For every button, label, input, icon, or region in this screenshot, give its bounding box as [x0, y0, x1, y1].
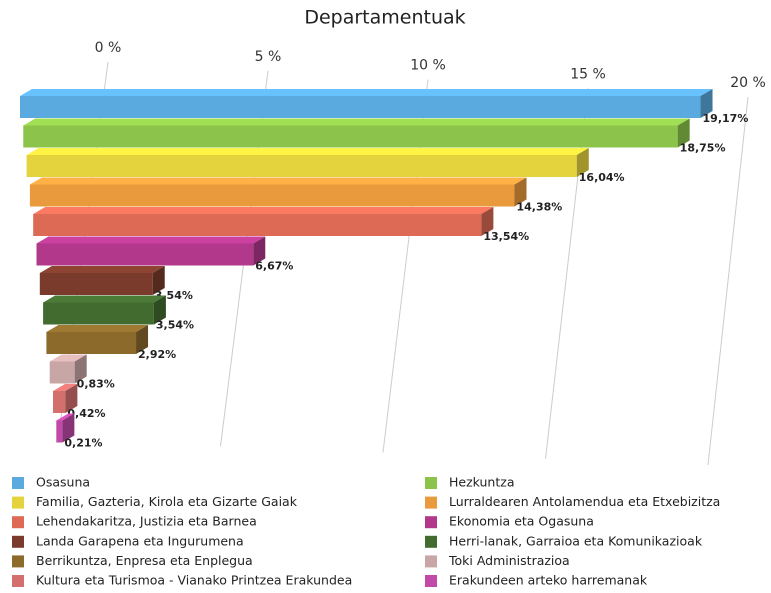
bar-face — [74, 354, 87, 384]
bar-face — [65, 384, 78, 413]
bar-face — [36, 236, 266, 244]
bar-face — [23, 125, 678, 148]
bar-face — [481, 207, 494, 236]
bar — [56, 413, 75, 443]
value-label: 3,54% — [156, 319, 194, 332]
bar-face — [20, 96, 701, 118]
legend-swatch — [425, 535, 437, 548]
bar — [43, 295, 166, 325]
bar-face — [152, 266, 165, 295]
bar-face — [46, 332, 137, 354]
bar-face — [253, 236, 266, 266]
bar-face — [49, 354, 87, 362]
legend-label: Landa Garapena eta Ingurumena — [36, 533, 244, 548]
value-label: 2,92% — [138, 348, 176, 361]
bar — [23, 118, 690, 148]
value-label: 6,67% — [255, 260, 293, 273]
value-label: 0,42% — [67, 407, 105, 420]
legend-swatch — [425, 555, 437, 568]
bar-face — [576, 148, 589, 177]
bar-face — [49, 361, 75, 384]
value-label: 14,38% — [517, 201, 563, 214]
legend-label: Ekonomia eta Ogasuna — [449, 514, 594, 529]
bar-face — [53, 391, 66, 413]
bar — [29, 177, 527, 207]
legend-label: Familia, Gazteria, Kirola eta Gizarte Ga… — [36, 494, 298, 509]
bar-face — [29, 184, 515, 207]
legend-swatch — [425, 496, 437, 509]
legend-swatch — [12, 477, 24, 489]
bar-face — [514, 177, 527, 207]
bar-face — [46, 325, 149, 332]
bar — [46, 325, 149, 354]
grid-line — [707, 96, 749, 466]
value-label: 16,04% — [579, 171, 625, 184]
legend-label: Hezkuntza — [449, 475, 514, 490]
bar-face — [26, 155, 577, 177]
value-label: 18,75% — [680, 142, 726, 155]
bar — [53, 384, 78, 413]
bar-face — [56, 420, 63, 443]
legend-swatch — [12, 535, 24, 548]
chart-title: Departamentuak — [304, 7, 465, 29]
legend-label: Toki Administrazioa — [448, 553, 570, 568]
x-tick-label: 15 % — [570, 66, 606, 82]
bar-face — [33, 207, 494, 214]
value-label: 0,21% — [64, 437, 102, 450]
bar-face — [56, 413, 75, 421]
bar-face — [700, 89, 713, 118]
bar — [20, 89, 713, 118]
legend-label: Erakundeen arteko harremanak — [449, 573, 648, 588]
bar — [49, 354, 87, 384]
bar-face — [36, 243, 254, 266]
bar-face — [62, 413, 75, 443]
x-tick-label: 5 % — [255, 49, 282, 65]
x-tick-label: 20 % — [730, 75, 766, 91]
legend-label: Herri-lanak, Garraioa eta Komunikazioak — [449, 533, 703, 548]
bar-face — [39, 266, 165, 273]
bar-face — [29, 177, 527, 185]
legend-swatch — [12, 516, 24, 529]
bar — [33, 207, 494, 236]
legend-label: Lehendakaritza, Justizia eta Barnea — [36, 514, 257, 529]
value-label: 19,17% — [703, 112, 749, 125]
legend-swatch — [12, 555, 24, 568]
bar-face — [20, 89, 713, 96]
x-tick-label: 10 % — [410, 58, 446, 74]
legend-swatch — [425, 575, 437, 587]
legend-label: Berrikuntza, Enpresa eta Enplegua — [36, 553, 253, 568]
legend-swatch — [12, 496, 24, 509]
x-tick-label: 0 % — [95, 40, 122, 56]
bar-face — [43, 302, 154, 325]
bar-face — [136, 325, 149, 354]
bar-face — [39, 273, 153, 295]
bar-face — [23, 118, 690, 126]
value-label: 13,54% — [483, 230, 529, 243]
value-label: 0,83% — [77, 378, 115, 391]
bar — [39, 266, 165, 295]
legend-label: Osasuna — [36, 475, 90, 490]
bar-face — [677, 118, 690, 148]
bar-face — [53, 384, 78, 391]
bar-face — [43, 295, 166, 303]
bar — [26, 148, 589, 177]
legend-label: Lurraldearen Antolamendua eta Etxebizitz… — [449, 494, 720, 509]
legend-label: Kultura eta Turismoa - Vianako Printzea … — [36, 573, 352, 588]
legend-swatch — [425, 516, 437, 529]
bar-face — [153, 295, 166, 325]
legend-swatch — [12, 575, 24, 587]
legend-swatch — [425, 477, 437, 489]
bar-face — [26, 148, 589, 155]
bar-face — [33, 214, 482, 236]
bar — [36, 236, 266, 266]
